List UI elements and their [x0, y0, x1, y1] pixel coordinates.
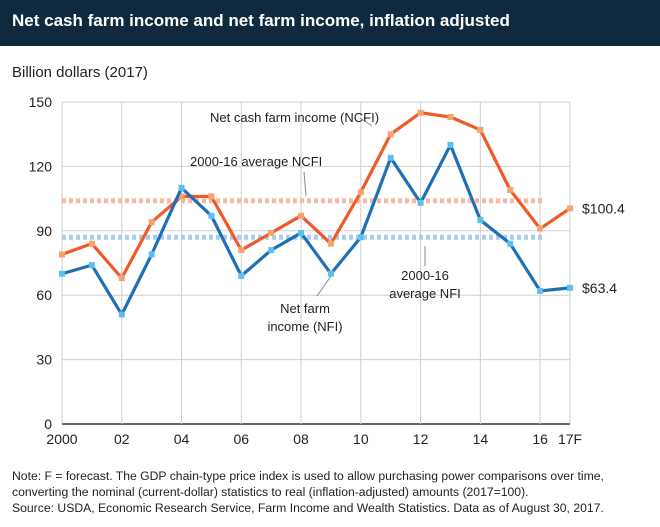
- ncfi-point: [357, 189, 364, 196]
- ncfi-point: [567, 205, 573, 212]
- y-tick-label: 0: [44, 416, 52, 432]
- nfi-annotation-line1: Net farm: [280, 301, 330, 316]
- x-tick-label: 04: [174, 431, 190, 447]
- y-tick-label: 30: [36, 352, 52, 368]
- nfi-point: [567, 284, 573, 291]
- nfi-line: [61, 143, 571, 317]
- x-tick-label: 12: [413, 431, 429, 447]
- y-tick-label: 90: [36, 223, 52, 239]
- y-tick-label: 150: [29, 94, 53, 110]
- ncfi-point: [298, 212, 305, 219]
- x-tick-label: 06: [234, 431, 250, 447]
- ncfi-point: [148, 219, 155, 226]
- ncfi-point: [477, 126, 484, 133]
- x-tick-label: 17F: [558, 431, 582, 447]
- ncfi-line: [61, 111, 571, 280]
- nfi-average-annotation-line1: 2000-16: [401, 268, 449, 283]
- nfi-point: [537, 287, 544, 294]
- nfi-annotation-line2: income (NFI): [267, 319, 342, 334]
- ncfi-point: [387, 131, 394, 138]
- ncfi-point: [238, 247, 245, 254]
- ncfi-point: [88, 240, 95, 247]
- y-axis-label: Billion dollars (2017): [12, 64, 148, 81]
- nfi-end-label: $63.4: [582, 280, 617, 296]
- ncfi-point: [417, 109, 424, 116]
- nfi-leader-line: [316, 275, 332, 297]
- nfi-point: [477, 217, 484, 224]
- ncfi-end-label: $100.4: [582, 200, 625, 216]
- nfi-point: [88, 262, 95, 269]
- nfi-point: [357, 234, 364, 241]
- grid-lines: [61, 101, 571, 425]
- nfi-point: [447, 141, 454, 148]
- footnotes: Note: F = forecast. The GDP chain-type p…: [12, 468, 604, 516]
- note-line-2: converting the nominal (current-dollar) …: [12, 485, 529, 499]
- ncfi-point: [447, 114, 454, 121]
- ncfi-point: [208, 193, 215, 200]
- ncfi-point: [178, 193, 185, 200]
- ncfi-point: [268, 229, 275, 236]
- ncfi-point: [537, 225, 544, 232]
- note-line-1: Note: F = forecast. The GDP chain-type p…: [12, 469, 604, 483]
- ncfi-point: [118, 275, 125, 282]
- x-tick-label: 2000: [46, 431, 77, 447]
- ncfi-point: [507, 187, 514, 194]
- chart-title: Net cash farm income and net farm income…: [12, 11, 510, 30]
- line-chart: 0 30 60 90 120 150 2000 02 04 06 08 10 12 14 16 17F $1…: [29, 94, 625, 447]
- source-line: Source: USDA, Economic Research Service,…: [12, 501, 604, 515]
- nfi-point: [327, 270, 334, 277]
- x-tick-label: 14: [473, 431, 489, 447]
- ncfi-average-annotation: 2000-16 average NCFI: [190, 154, 322, 169]
- nfi-point: [208, 212, 215, 219]
- nfi-point: [59, 270, 65, 277]
- ncfi-leader-line: [359, 117, 373, 127]
- y-tick-labels: 0 30 60 90 120 150: [29, 94, 53, 432]
- nfi-point: [178, 184, 185, 191]
- nfi-average-annotation-line2: average NFI: [389, 286, 461, 301]
- series-group: $100.4 $63.4: [59, 109, 625, 318]
- y-tick-label: 60: [36, 287, 52, 303]
- ncfi-average-leader-line: [303, 171, 307, 197]
- nfi-point: [507, 240, 514, 247]
- nfi-point: [238, 272, 245, 279]
- nfi-point: [118, 311, 125, 318]
- nfi-point: [387, 154, 394, 161]
- x-tick-label: 08: [293, 431, 309, 447]
- x-tick-label: 02: [114, 431, 130, 447]
- x-tick-label: 10: [353, 431, 369, 447]
- x-tick-label: 16: [532, 431, 548, 447]
- x-tick-labels: 2000 02 04 06 08 10 12 14 16 17F: [46, 431, 582, 447]
- ncfi-point: [59, 251, 65, 258]
- nfi-point: [298, 229, 305, 236]
- ncfi-point: [327, 240, 334, 247]
- ncfi-annotation: Net cash farm income (NCFI): [210, 110, 379, 125]
- y-tick-label: 120: [29, 158, 53, 174]
- nfi-point: [268, 247, 275, 254]
- title-bar: Net cash farm income and net farm income…: [0, 0, 660, 46]
- nfi-point: [417, 199, 424, 206]
- nfi-point: [148, 251, 155, 258]
